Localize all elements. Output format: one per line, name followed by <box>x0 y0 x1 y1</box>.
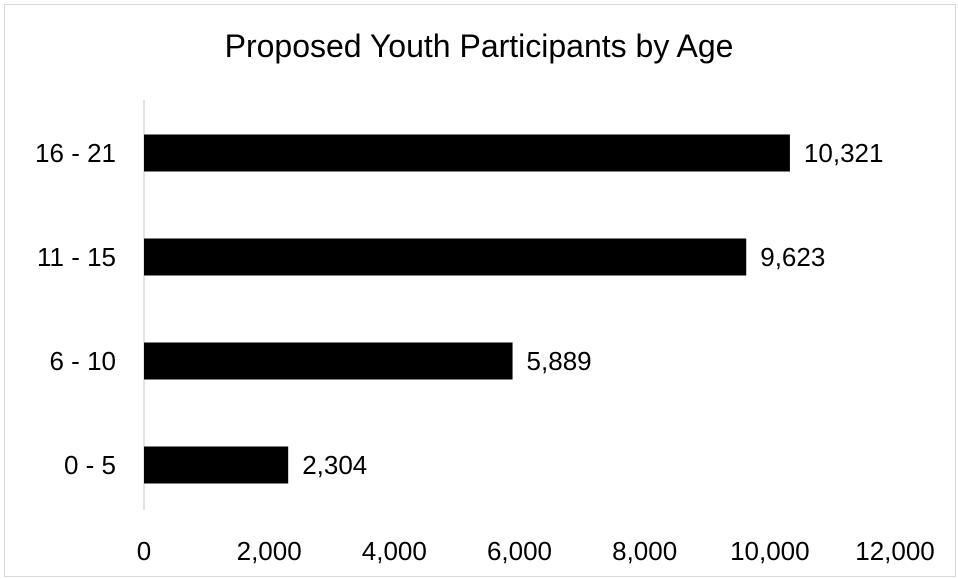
category-label: 0 - 5 <box>64 450 116 480</box>
bar-4 <box>144 446 289 484</box>
x-tick-label: 12,000 <box>855 536 935 566</box>
category-label: 6 - 10 <box>50 346 117 376</box>
x-tick-label: 0 <box>137 536 151 566</box>
x-tick-label: 8,000 <box>612 536 677 566</box>
data-label: 10,321 <box>804 138 884 168</box>
x-tick-label: 6,000 <box>487 536 552 566</box>
x-tick-label: 4,000 <box>362 536 427 566</box>
bar-3 <box>144 342 513 380</box>
bar-2 <box>144 238 747 276</box>
category-label: 11 - 15 <box>37 242 116 272</box>
data-label: 9,623 <box>760 242 825 272</box>
category-label: 16 - 21 <box>35 138 116 168</box>
data-label: 5,889 <box>527 346 592 376</box>
data-label: 2,304 <box>302 450 367 480</box>
chart-title: Proposed Youth Participants by Age <box>224 28 734 64</box>
x-tick-label: 2,000 <box>237 536 302 566</box>
bar-1 <box>144 134 790 172</box>
x-tick-label: 10,000 <box>730 536 810 566</box>
